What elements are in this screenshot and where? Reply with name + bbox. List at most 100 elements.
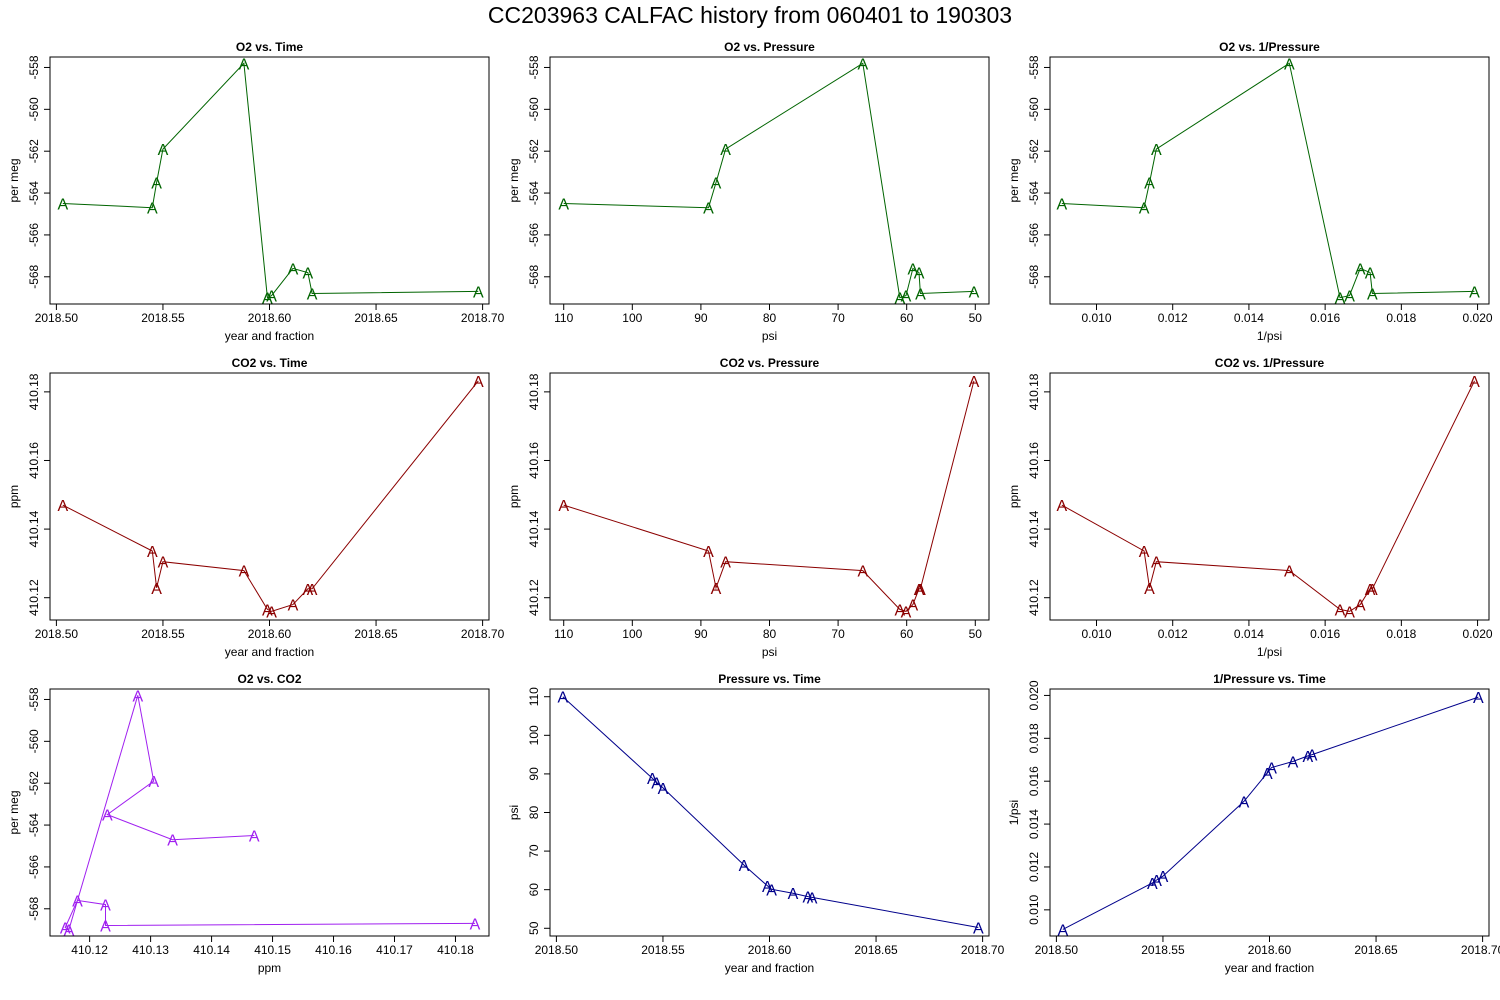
y-tick-label: -562 <box>1027 139 1041 163</box>
chart-panel-5: CO2 vs. Pressure psi ppm 110 100 90 80 70 60 50 41… <box>507 356 990 659</box>
x-axis-label: ppm <box>258 961 281 975</box>
y-tick-label: 0.016 <box>1027 766 1041 796</box>
x-tick-label: 2018.50 <box>535 943 579 957</box>
y-tick-label: 410.18 <box>27 373 41 410</box>
data-point-marker: A <box>901 604 912 621</box>
y-tick-label: -566 <box>27 855 41 879</box>
data-point-marker: A <box>558 197 569 214</box>
series-line <box>562 696 979 928</box>
panel-title: O2 vs. CO2 <box>237 672 301 686</box>
y-tick-label: 410.14 <box>527 510 541 547</box>
plot-frame <box>1049 372 1490 621</box>
y-tick-label: 410.12 <box>1027 579 1041 616</box>
y-tick-label: -564 <box>27 181 41 205</box>
x-tick-label: 110 <box>554 311 573 325</box>
data-point-marker: A <box>1367 287 1378 304</box>
y-tick-label: 100 <box>527 725 541 745</box>
x-tick-label: 70 <box>831 627 845 641</box>
data-point-marker: A <box>1144 176 1155 193</box>
data-point-marker: A <box>1469 374 1480 391</box>
x-tick-label: 0.014 <box>1234 627 1264 641</box>
x-tick-label: 0.018 <box>1386 627 1416 641</box>
y-tick-label: -560 <box>27 97 41 121</box>
data-point-marker: A <box>1335 602 1346 619</box>
data-point-marker: A <box>1056 197 1067 214</box>
data-point-marker: A <box>703 544 714 561</box>
chart-panel-1: O2 vs. Time year and fraction per meg 2018.… <box>7 40 505 343</box>
y-tick-label: -560 <box>527 97 541 121</box>
data-point-marker: A <box>857 564 868 581</box>
data-point-marker: A <box>1139 544 1150 561</box>
data-point-marker: A <box>303 266 314 283</box>
data-point-marker: A <box>711 581 722 598</box>
panel-title: O2 vs. Pressure <box>724 40 815 54</box>
y-tick-label: -564 <box>27 813 41 837</box>
data-point-marker: A <box>711 176 722 193</box>
y-tick-label: -558 <box>27 55 41 79</box>
y-tick-label: 90 <box>527 767 541 781</box>
data-point-marker: A <box>1473 690 1484 707</box>
y-tick-label: 410.14 <box>1027 510 1041 547</box>
x-tick-label: 410.18 <box>437 943 474 957</box>
x-tick-label: 0.012 <box>1158 311 1188 325</box>
y-tick-label: 110 <box>527 687 541 706</box>
data-point-marker: A <box>969 284 980 301</box>
y-tick-label: 0.020 <box>1027 680 1041 710</box>
data-point-marker: A <box>1365 582 1376 599</box>
series-line <box>1062 696 1479 930</box>
y-tick-label: 410.18 <box>1027 373 1041 410</box>
data-point-marker: A <box>894 291 905 308</box>
data-point-marker: A <box>557 690 568 707</box>
y-tick-label: -568 <box>27 896 41 920</box>
x-tick-label: 2018.55 <box>141 311 185 325</box>
data-point-marker: A <box>1151 142 1162 159</box>
y-tick-label: 80 <box>527 806 541 820</box>
x-tick-label: 0.014 <box>1234 311 1264 325</box>
chart-panel-7: O2 vs. CO2 ppm per meg 410.12 410.13 410.14 41… <box>7 672 490 975</box>
x-tick-label: 0.016 <box>1310 311 1340 325</box>
y-axis-label: 1/psi <box>1007 800 1021 825</box>
plot-frame <box>49 372 490 621</box>
y-tick-label: 70 <box>527 844 541 858</box>
data-point-marker: A <box>100 919 111 936</box>
data-point-marker: A <box>1469 284 1480 301</box>
y-tick-label: 50 <box>527 921 541 935</box>
data-point-marker: A <box>239 56 250 73</box>
x-tick-label: 410.14 <box>193 943 230 957</box>
x-tick-label: 0.016 <box>1310 627 1340 641</box>
plot-frame <box>49 56 490 305</box>
data-point-marker: A <box>1284 56 1295 73</box>
data-point-marker: A <box>1307 748 1318 765</box>
data-point-marker: A <box>915 582 926 599</box>
data-point-marker: A <box>1266 760 1277 777</box>
data-point-marker: A <box>72 893 83 910</box>
x-tick-label: 100 <box>622 311 642 325</box>
x-axis-label: year and fraction <box>225 329 314 343</box>
data-point-marker: A <box>1262 766 1273 783</box>
data-point-marker: A <box>303 582 314 599</box>
data-point-marker: A <box>969 374 980 391</box>
chart-panel-6: CO2 vs. 1/Pressure 1/psi ppm 0.010 0.012 0.01… <box>1007 356 1493 659</box>
series-line <box>1061 380 1475 612</box>
page-title: CC203963 CALFAC history from 060401 to 1… <box>487 2 1013 28</box>
y-tick-label: -562 <box>27 771 41 795</box>
plot-frame <box>49 688 490 937</box>
data-point-marker: A <box>1144 581 1155 598</box>
y-tick-label: -558 <box>527 55 541 79</box>
x-tick-label: 2018.70 <box>461 627 505 641</box>
plot-frame <box>1049 56 1490 305</box>
x-tick-label: 410.17 <box>376 943 413 957</box>
y-tick-label: -562 <box>27 139 41 163</box>
chart-panel-3: O2 vs. 1/Pressure 1/psi per meg 0.010 0.012 0… <box>1007 40 1493 343</box>
data-point-marker: A <box>100 898 111 915</box>
data-point-marker: A <box>1344 289 1355 306</box>
series-line <box>563 62 974 299</box>
x-tick-label: 2018.65 <box>354 627 398 641</box>
x-tick-label: 80 <box>763 311 777 325</box>
data-point-marker: A <box>307 287 318 304</box>
series-line <box>64 695 476 931</box>
data-point-marker: A <box>1344 604 1355 621</box>
x-axis-label: 1/psi <box>1257 329 1282 343</box>
chart-panel-9: 1/Pressure vs. Time year and fraction 1/ps… <box>1007 672 1500 975</box>
data-point-marker: A <box>239 564 250 581</box>
